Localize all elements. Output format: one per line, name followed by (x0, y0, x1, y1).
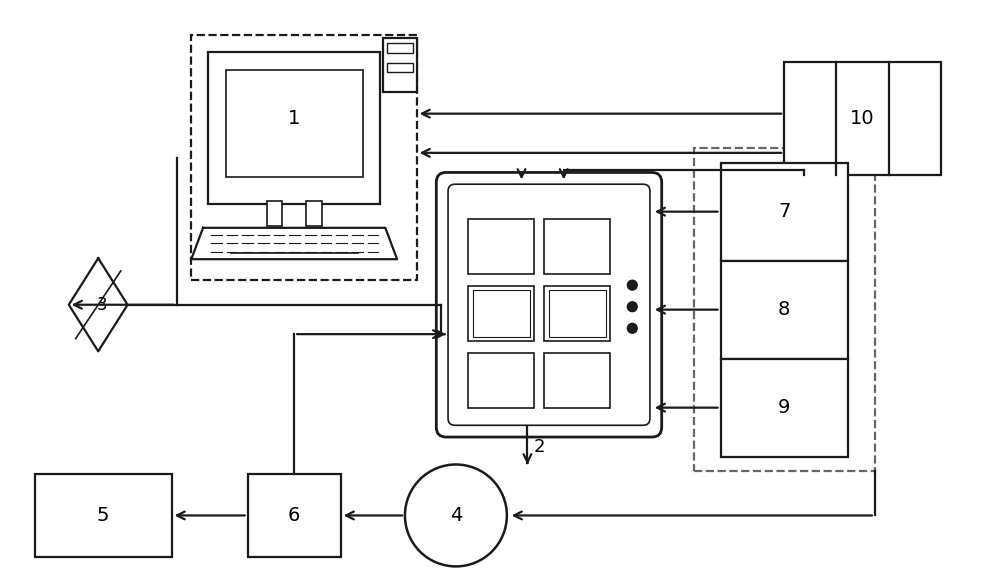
Circle shape (627, 324, 637, 333)
Bar (208, 53, 380, 204)
Text: 4: 4 (450, 506, 462, 525)
Text: 5: 5 (97, 506, 109, 525)
Bar (549, 290, 606, 337)
Text: 6: 6 (288, 506, 300, 525)
Circle shape (405, 464, 507, 566)
Bar (720, 359, 848, 457)
Bar (248, 474, 341, 557)
Circle shape (627, 302, 637, 312)
Bar (226, 70, 363, 177)
Bar (267, 201, 282, 226)
Bar (720, 163, 848, 261)
Bar (468, 219, 534, 274)
Text: 2: 2 (533, 438, 545, 456)
Text: 1: 1 (288, 109, 300, 128)
Bar (544, 353, 610, 408)
Text: 8: 8 (778, 300, 790, 319)
Bar (468, 353, 534, 408)
Text: 10: 10 (850, 109, 875, 128)
Bar (544, 219, 610, 274)
Bar (544, 285, 610, 340)
FancyBboxPatch shape (694, 148, 875, 472)
Bar (720, 261, 848, 359)
Bar (468, 285, 534, 340)
Bar (34, 474, 172, 557)
Circle shape (627, 280, 637, 290)
FancyBboxPatch shape (436, 173, 662, 437)
Bar (383, 38, 417, 92)
Text: 9: 9 (778, 398, 790, 417)
Bar (387, 43, 413, 53)
Polygon shape (69, 258, 128, 352)
Text: 3: 3 (97, 296, 107, 314)
Text: 7: 7 (778, 202, 790, 221)
Bar (387, 63, 413, 73)
Bar (306, 201, 322, 226)
FancyBboxPatch shape (448, 184, 650, 425)
Bar (784, 62, 941, 175)
Bar (473, 290, 530, 337)
FancyBboxPatch shape (191, 35, 417, 280)
Polygon shape (191, 228, 397, 259)
